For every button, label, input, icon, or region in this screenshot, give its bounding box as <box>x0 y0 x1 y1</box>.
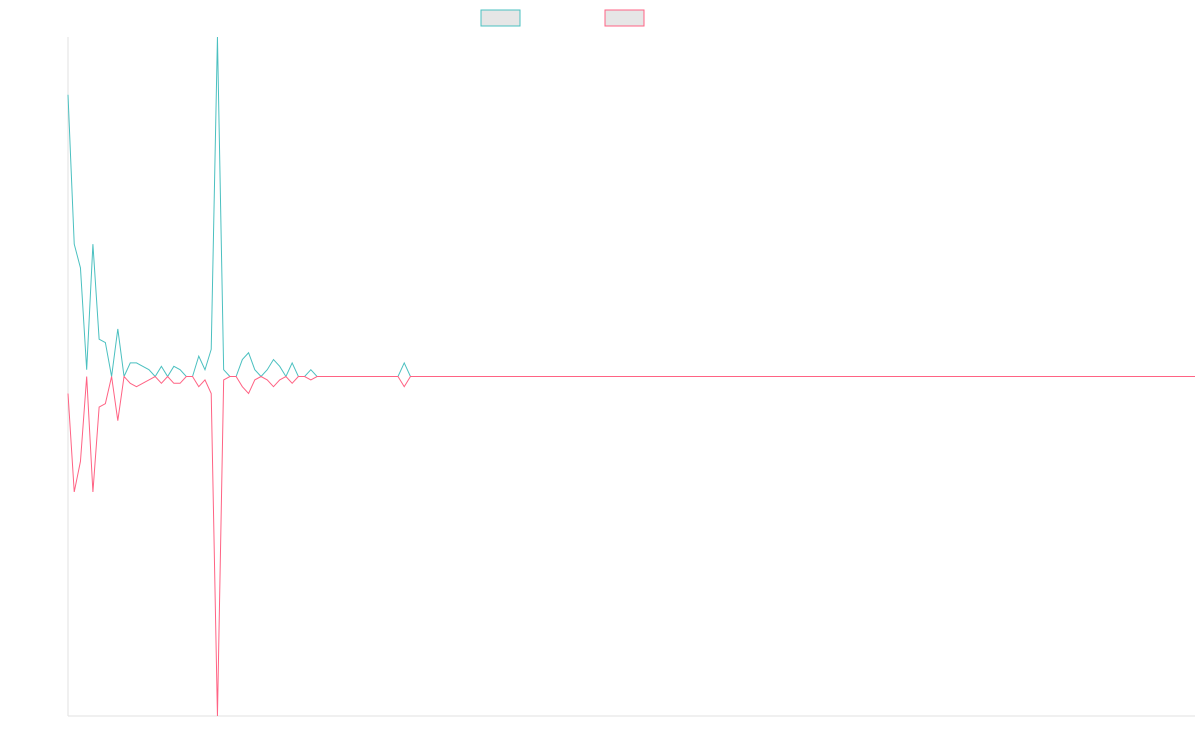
legend-swatch[interactable] <box>604 9 645 27</box>
series-line <box>67 36 1195 379</box>
legend-swatch[interactable] <box>480 9 521 27</box>
series-line <box>67 375 1195 717</box>
